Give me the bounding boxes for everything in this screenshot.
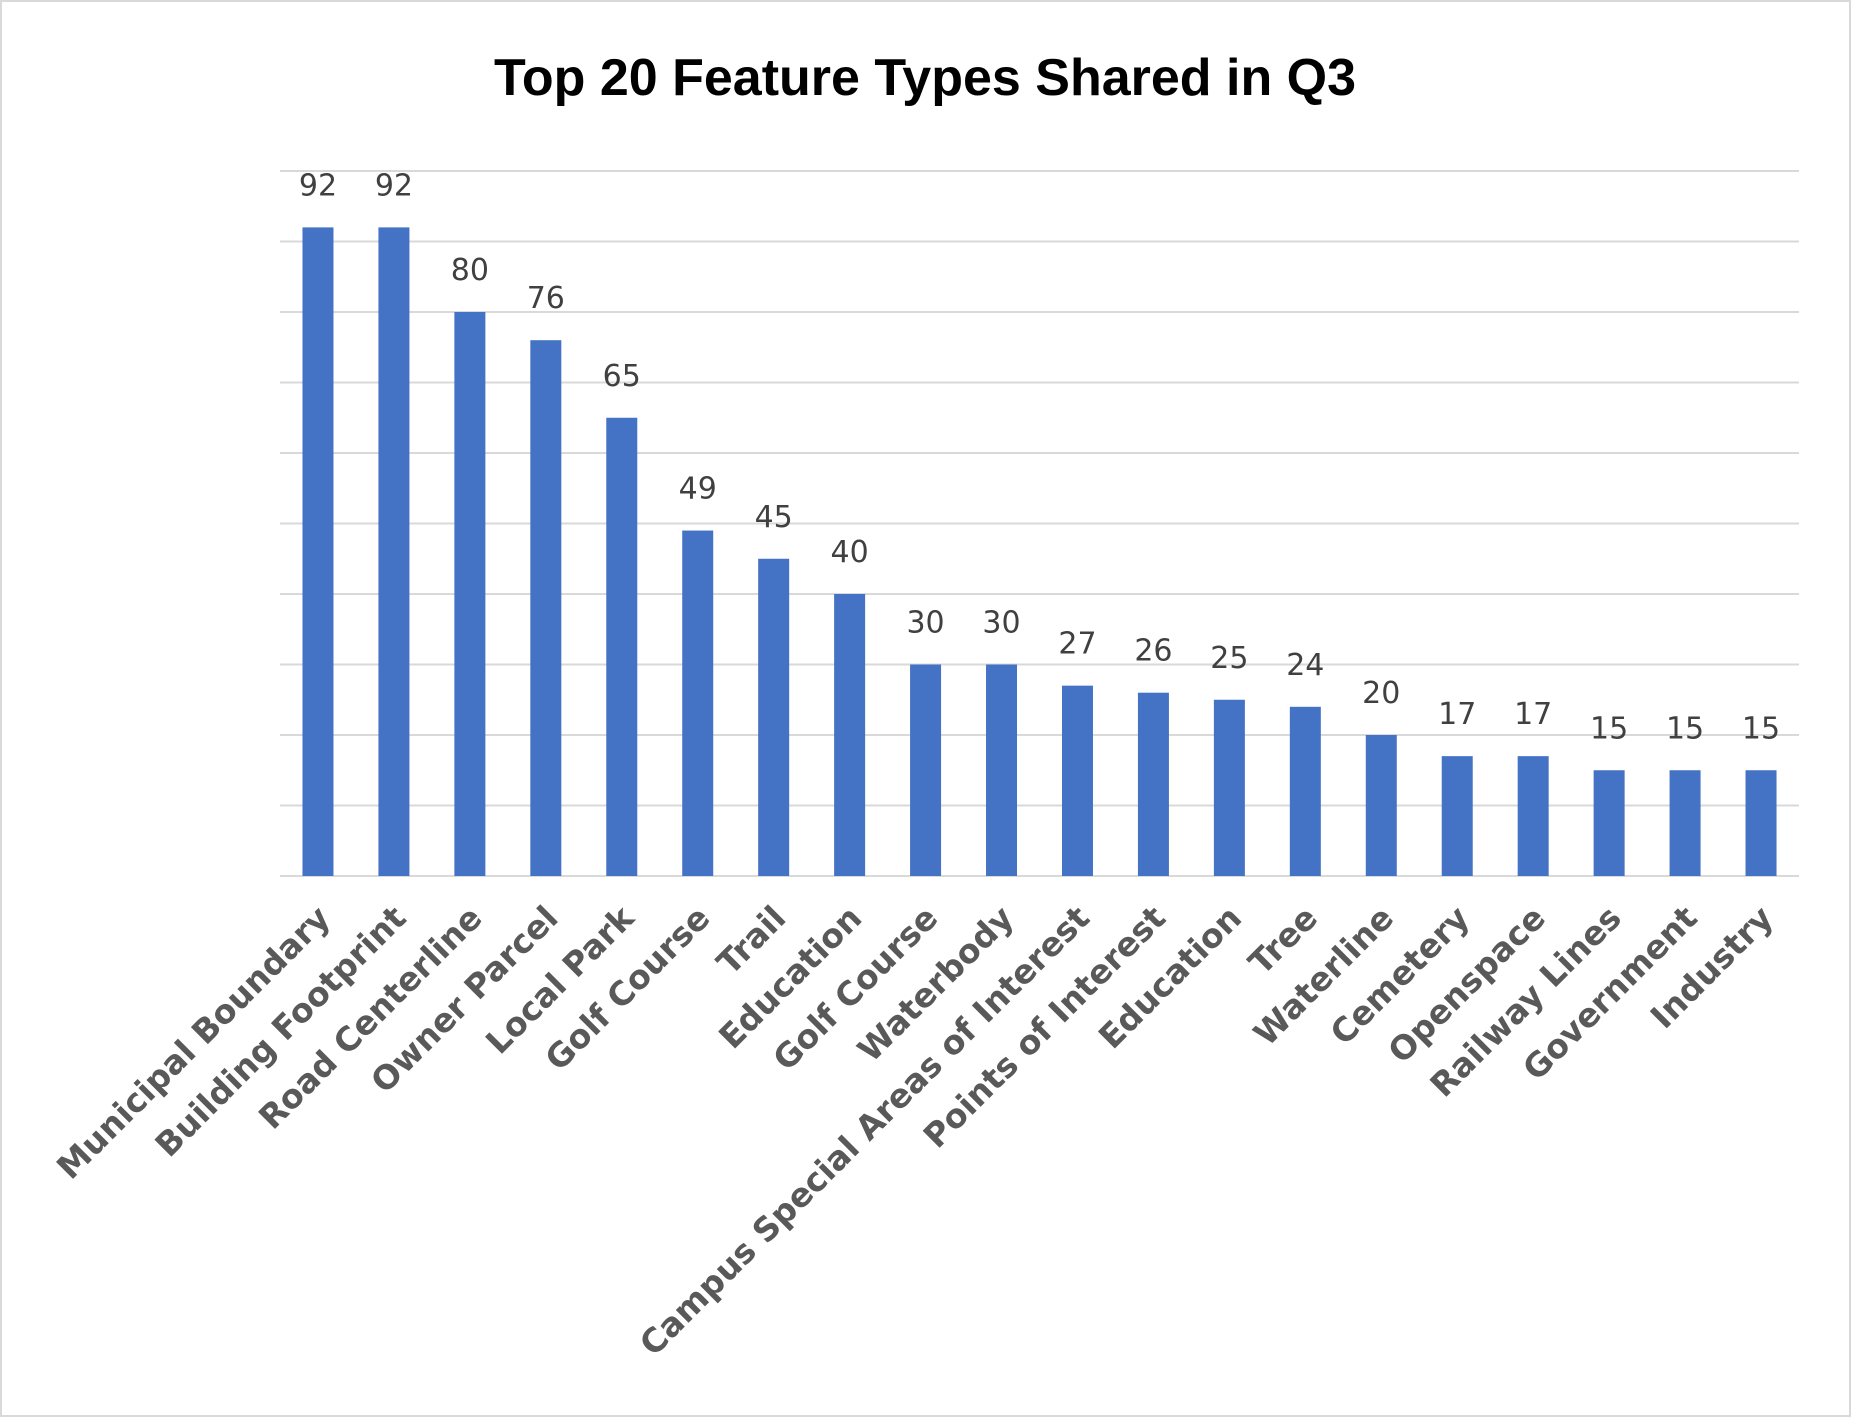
bar bbox=[1593, 770, 1625, 876]
bar bbox=[302, 227, 334, 876]
bar bbox=[986, 664, 1018, 876]
data-label: 25 bbox=[1210, 641, 1248, 676]
data-label: 30 bbox=[982, 606, 1020, 641]
data-label: 17 bbox=[1514, 697, 1552, 732]
data-label: 92 bbox=[375, 168, 413, 203]
bar bbox=[1289, 706, 1321, 876]
data-label: 17 bbox=[1438, 697, 1476, 732]
data-label: 24 bbox=[1286, 648, 1324, 683]
bar bbox=[1213, 699, 1245, 876]
bars bbox=[302, 227, 1777, 876]
data-label: 92 bbox=[299, 168, 337, 203]
data-label: 80 bbox=[451, 253, 489, 288]
bar bbox=[910, 664, 942, 876]
bar bbox=[1365, 735, 1397, 876]
data-label: 49 bbox=[679, 472, 717, 507]
bar bbox=[758, 558, 790, 876]
data-label: 27 bbox=[1058, 627, 1096, 662]
chart-title: Top 20 Feature Types Shared in Q3 bbox=[494, 49, 1356, 107]
bar bbox=[1441, 756, 1473, 876]
data-label: 65 bbox=[603, 359, 641, 394]
data-label: 45 bbox=[755, 500, 793, 535]
data-label: 26 bbox=[1134, 634, 1172, 669]
bar bbox=[530, 340, 562, 876]
data-label: 40 bbox=[831, 535, 869, 570]
bar bbox=[1669, 770, 1701, 876]
data-label: 76 bbox=[527, 281, 565, 316]
bar bbox=[1061, 685, 1093, 876]
bar bbox=[1745, 770, 1777, 876]
bar bbox=[834, 594, 866, 876]
data-label: 20 bbox=[1362, 676, 1400, 711]
bar bbox=[606, 417, 638, 876]
data-label: 15 bbox=[1666, 711, 1704, 746]
data-label: 30 bbox=[906, 606, 944, 641]
bar bbox=[454, 312, 486, 876]
bar bbox=[682, 530, 714, 876]
bar bbox=[1137, 692, 1169, 876]
bar bbox=[378, 227, 410, 876]
data-label: 15 bbox=[1742, 711, 1780, 746]
bar bbox=[1517, 756, 1549, 876]
data-label: 15 bbox=[1590, 711, 1628, 746]
data-labels: 92 92 80 76 65 49 45 40 30 30 27 26 25 24 20 17 17 15 15 15 bbox=[299, 168, 1780, 746]
